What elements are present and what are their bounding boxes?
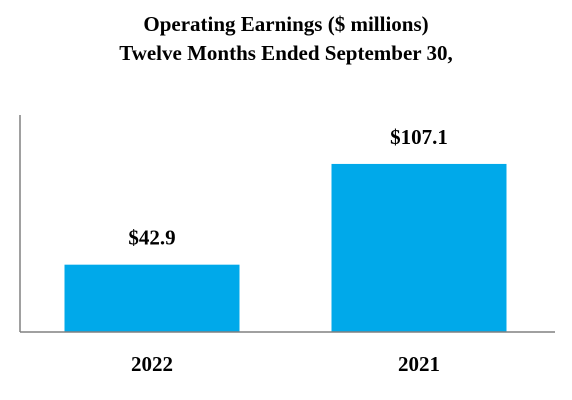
chart-title-block: Operating Earnings ($ millions) Twelve M… [0,10,572,68]
data-label-2022: $42.9 [128,226,175,250]
bar-2021 [331,163,507,332]
x-tick-label-2022: 2022 [131,352,173,376]
chart-subtitle: Twelve Months Ended September 30, [119,41,453,65]
bar-2022 [64,264,240,332]
value-labels-layer: $42.9 $107.1 [128,125,448,250]
chart-title: Operating Earnings ($ millions) [143,12,429,36]
bars-layer [64,163,507,332]
x-tick-labels-layer: 2022 2021 [131,352,440,376]
data-label-2021: $107.1 [390,125,448,149]
x-tick-label-2021: 2021 [398,352,440,376]
